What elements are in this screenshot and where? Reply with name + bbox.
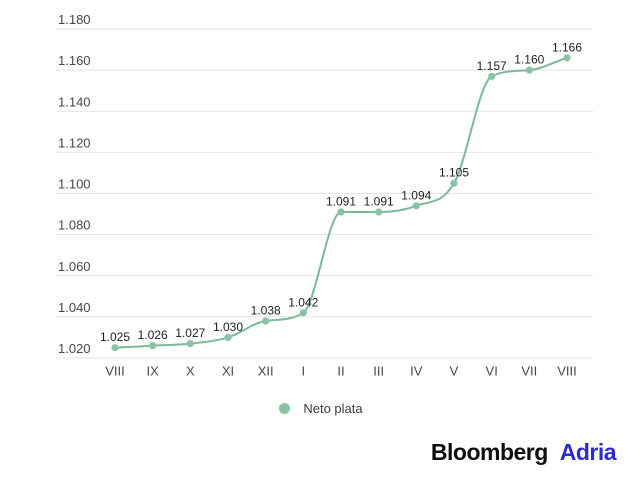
x-tick-label: VIII xyxy=(105,364,125,379)
data-point-label: 1.166 xyxy=(552,40,582,54)
x-tick-label: IX xyxy=(147,364,160,379)
y-tick-label: 1.060 xyxy=(58,259,91,274)
data-point xyxy=(412,202,420,210)
data-point xyxy=(149,342,157,350)
x-tick-label: XI xyxy=(222,364,234,379)
data-point xyxy=(262,317,270,325)
data-point-label: 1.025 xyxy=(100,330,130,344)
x-tick-label: V xyxy=(450,364,459,379)
data-point-label: 1.094 xyxy=(401,188,431,202)
x-tick-label: X xyxy=(186,364,195,379)
data-point xyxy=(224,333,232,341)
data-point-label: 1.091 xyxy=(326,195,356,209)
legend-marker-icon xyxy=(279,402,291,414)
line-chart: 1.020 1.040 1.060 1.080 1.100 1.120 1.140 1.160… xyxy=(56,12,593,379)
adria-wordmark: Adria xyxy=(559,439,617,465)
data-point xyxy=(299,309,307,317)
data-point xyxy=(186,340,194,348)
data-point xyxy=(563,54,571,62)
x-tick-label: VIII xyxy=(557,364,577,379)
bloomberg-adria-logo: Bloomberg Adria xyxy=(430,439,617,466)
data-point xyxy=(525,66,533,74)
data-point-label: 1.091 xyxy=(364,195,394,209)
data-point-label: 1.027 xyxy=(175,326,205,340)
y-tick-label: 1.160 xyxy=(58,53,91,68)
data-point xyxy=(488,72,496,80)
y-tick-label: 1.080 xyxy=(58,218,91,233)
y-tick-label: 1.120 xyxy=(58,135,91,150)
data-point xyxy=(375,208,383,216)
data-point xyxy=(450,179,458,187)
y-tick-label: 1.100 xyxy=(58,177,91,192)
y-tick-label: 1.040 xyxy=(58,300,91,315)
bloomberg-wordmark: Bloomberg xyxy=(430,439,548,465)
data-point-label: 1.105 xyxy=(439,166,469,180)
data-point-label: 1.160 xyxy=(514,53,544,67)
data-point-label: 1.038 xyxy=(251,304,281,318)
x-tick-label: III xyxy=(373,364,384,379)
data-point-label: 1.157 xyxy=(477,59,507,73)
chart-legend: Neto plata xyxy=(0,399,642,417)
legend-label: Neto plata xyxy=(303,400,363,416)
x-tick-label: VI xyxy=(486,364,498,379)
data-point-label: 1.030 xyxy=(213,320,243,334)
y-tick-label: 1.020 xyxy=(58,341,91,356)
x-tick-label: I xyxy=(301,364,305,379)
data-point-label: 1.042 xyxy=(288,295,318,309)
data-point xyxy=(111,344,119,352)
x-tick-label: II xyxy=(337,364,344,379)
x-tick-label: IV xyxy=(410,364,423,379)
x-tick-label: XII xyxy=(258,364,274,379)
x-tick-label: VII xyxy=(521,364,537,379)
y-tick-label: 1.140 xyxy=(58,94,91,109)
data-point-label: 1.026 xyxy=(138,328,168,342)
data-point xyxy=(337,208,345,216)
y-tick-label: 1.180 xyxy=(58,12,91,27)
